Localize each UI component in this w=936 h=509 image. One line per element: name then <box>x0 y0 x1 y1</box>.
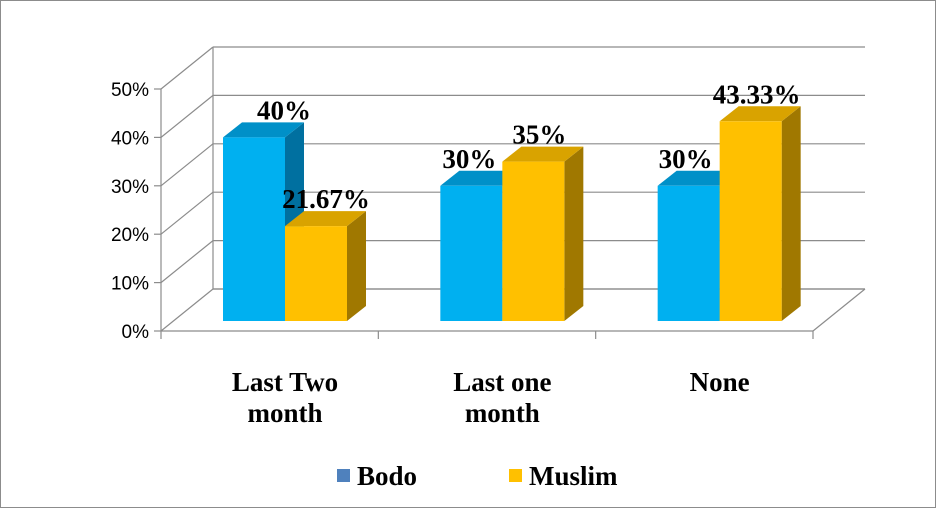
bar-top-bodo <box>440 170 522 186</box>
bar-side-muslim <box>781 106 801 321</box>
bar-top-bodo <box>223 122 304 138</box>
bar-top-muslim <box>285 211 366 227</box>
y-tick-label: 50% <box>111 80 149 101</box>
legend-swatch-bodo <box>337 469 350 482</box>
bar-bodo <box>223 137 285 321</box>
x-tick-label: Last Two month <box>232 367 338 428</box>
gridline-depth <box>160 143 214 187</box>
y-tick-label: 40% <box>111 128 149 149</box>
data-label-muslim: 35% <box>512 120 566 150</box>
data-label-muslim: 21.67% <box>282 184 370 214</box>
y-tick-label: 20% <box>111 225 149 246</box>
legend: Bodo Muslim <box>337 461 618 491</box>
gridline-depth <box>160 191 214 235</box>
bar-side-muslim <box>564 146 584 321</box>
bar-muslim <box>502 161 565 321</box>
x-tick-label-line: month <box>247 398 322 428</box>
data-label-bodo: 40% <box>257 95 311 125</box>
floor-right-edge <box>812 288 866 332</box>
legend-label-bodo: Bodo <box>357 461 417 491</box>
x-tick-label-line: None <box>690 367 750 397</box>
bar-bodo <box>440 185 503 321</box>
bar-top-bodo <box>657 170 739 186</box>
bar-bodo <box>657 185 720 321</box>
gridline-depth <box>160 240 214 284</box>
bars <box>223 106 801 322</box>
bar-muslim <box>719 121 782 321</box>
x-tick-label-line: Last one <box>453 367 551 397</box>
bar-muslim <box>285 226 347 321</box>
gridline-depth <box>160 94 214 138</box>
data-label-bodo: 30% <box>442 144 496 174</box>
data-labels: 40% 21.67% 30% 35% 30% 43.33% <box>257 79 801 214</box>
y-tick-label: 0% <box>122 322 150 343</box>
legend-label-muslim: Muslim <box>529 461 618 491</box>
data-label-muslim: 43.33% <box>713 79 801 109</box>
x-tick-label: Last one month <box>453 367 551 428</box>
bar-top-muslim <box>719 106 801 122</box>
x-tick-label-line: month <box>465 398 540 428</box>
gridline-depth <box>160 288 214 332</box>
x-tick-label: None <box>690 367 750 397</box>
y-tick-label: 30% <box>111 177 149 198</box>
gridline-depth <box>160 46 214 90</box>
axes: 0% 10% 20% 30% 40% 50% <box>111 80 814 343</box>
x-tick-label-line: Last Two <box>232 367 338 397</box>
y-tick-label: 10% <box>111 274 149 295</box>
data-label-bodo: 30% <box>659 144 713 174</box>
legend-swatch-muslim <box>509 469 522 482</box>
bar-top-muslim <box>502 146 584 162</box>
bar-side-muslim <box>347 211 366 321</box>
